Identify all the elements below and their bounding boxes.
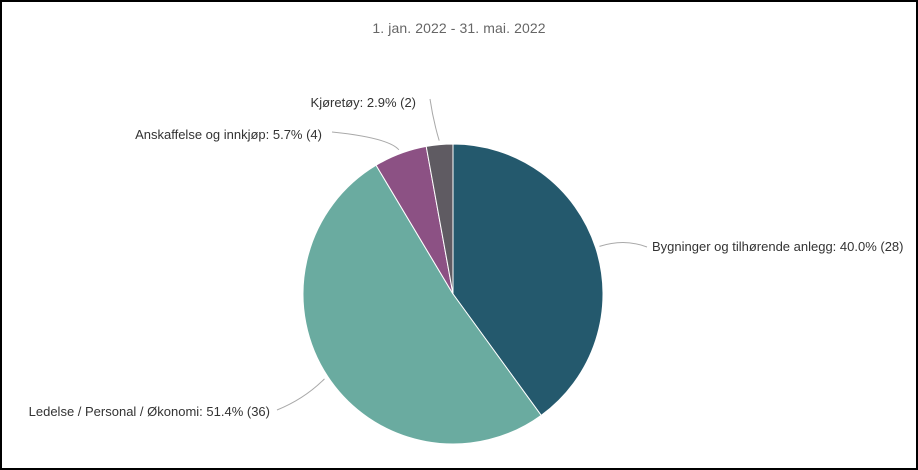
pie-slice-4[interactable] [425,143,454,295]
chart-subtitle: 1. jan. 2022 - 31. mai. 2022 [372,20,546,36]
slice-label-3: Anskaffelse og innkjøp: 5.7% (4) [135,127,322,142]
label-connector-4 [429,98,440,141]
slice-label-1: Bygninger og tilhørende anlegg: 40.0% (2… [652,239,904,254]
label-connector-3 [331,131,400,151]
pie-slice-2[interactable] [302,164,542,445]
slice-label-2: Ledelse / Personal / Økonomi: 51.4% (36) [29,404,270,419]
slice-label-4: Kjøretøy: 2.9% (2) [311,95,416,110]
label-connector-2 [276,378,325,411]
pie-slice-1[interactable] [452,143,604,417]
label-connector-1 [599,242,648,248]
